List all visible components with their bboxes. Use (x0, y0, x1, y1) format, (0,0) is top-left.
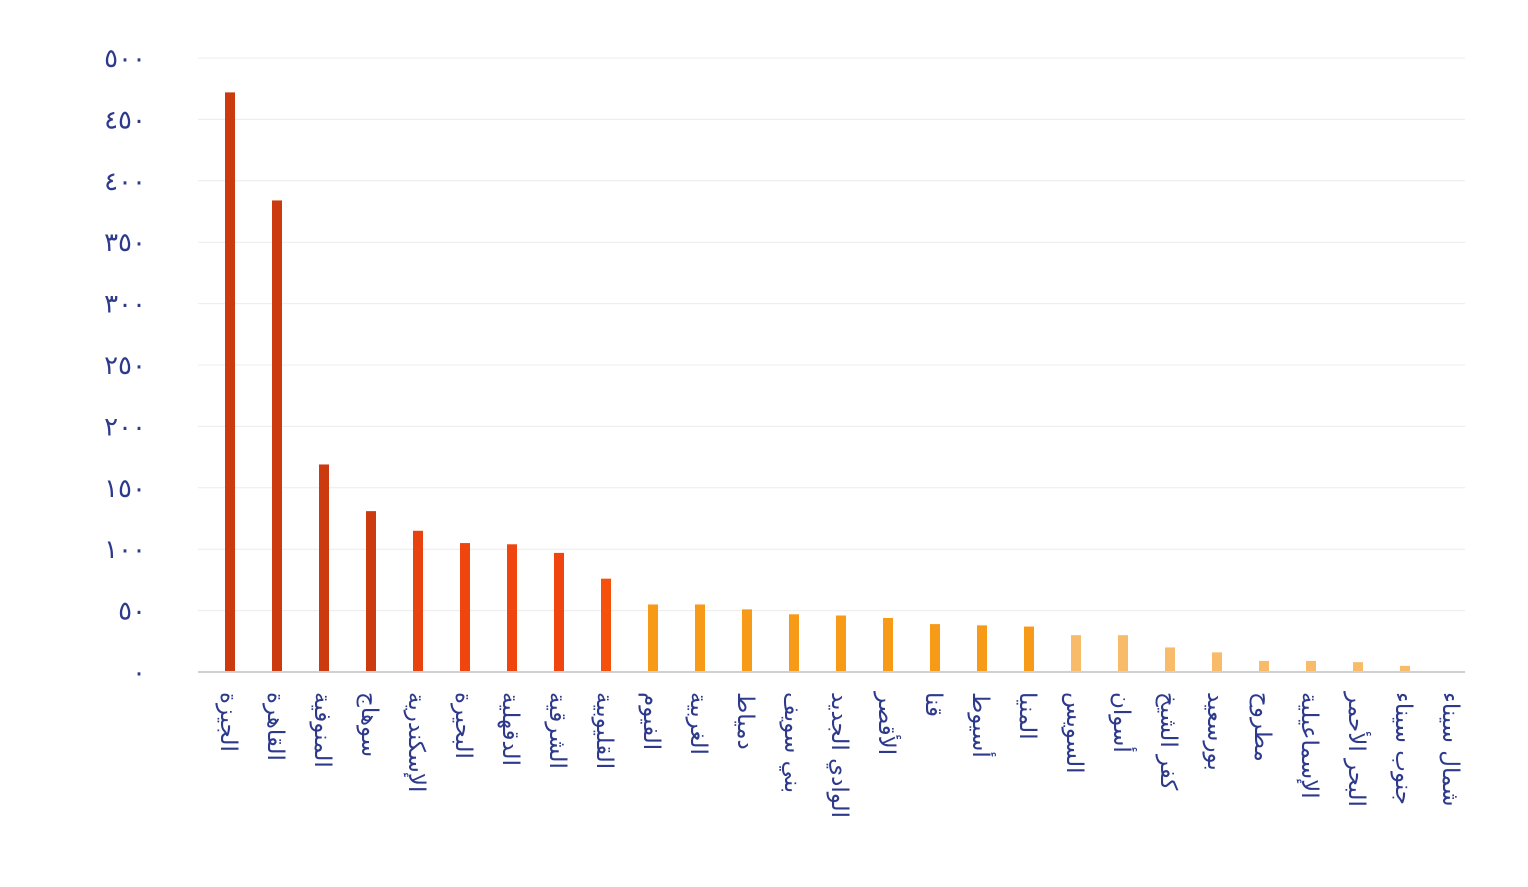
bar (1212, 652, 1222, 672)
bar (272, 200, 282, 672)
x-tick-label: الفيوم (638, 692, 664, 750)
x-axis-ticks: الجيزة القاهرة المنوفية سوهاج الإسكندرية البح… (215, 691, 1463, 818)
x-tick-label: شمال سيناء (1437, 692, 1463, 807)
bar (836, 615, 846, 672)
bar (648, 604, 658, 672)
x-tick-label: بني سويف (779, 692, 805, 793)
bar (1165, 647, 1175, 672)
bars (225, 92, 1410, 672)
x-tick-label: الشرقية (544, 692, 570, 769)
bar (1306, 660, 1316, 672)
y-tick-label: ٣٥٠ (104, 228, 146, 258)
x-tick-label: الإسكندرية (403, 692, 429, 792)
x-tick-label: القليوبية (591, 692, 617, 769)
y-tick-label: ٤٥٠ (104, 105, 146, 135)
x-tick-label: القاهرة (262, 692, 288, 761)
bar (695, 604, 705, 672)
bar (1071, 635, 1081, 672)
bar (554, 552, 564, 672)
bar (1024, 626, 1034, 672)
x-tick-label: سوهاج (356, 692, 382, 757)
x-tick-label: الدقهلية (497, 692, 523, 766)
x-tick-label: الجيزة (215, 692, 241, 752)
bar (1118, 635, 1128, 672)
x-tick-label: قنا (920, 692, 946, 717)
y-tick-label: ٢٥٠ (104, 351, 146, 381)
x-tick-label: مطروح (1249, 692, 1275, 762)
grid-lines (198, 57, 1465, 612)
x-tick-label: البحيرة (450, 692, 476, 759)
bar (460, 543, 470, 672)
x-tick-label: الغربية (685, 692, 711, 755)
x-tick-label: جنوب سيناء (1390, 692, 1416, 805)
y-tick-label: ٤٠٠ (104, 167, 146, 197)
x-tick-label: بورسعيد (1202, 692, 1228, 771)
x-tick-label: كفر الشيخ (1155, 692, 1181, 790)
y-axis-ticks: ٠ ٥٠ ١٠٠ ١٥٠ ٢٠٠ ٢٥٠ ٣٠٠ ٣٥٠ ٤٠٠ ٤٥٠ ٥٠٠ (104, 44, 146, 688)
bar (225, 92, 235, 672)
x-tick-label: البحر الأحمر (1343, 691, 1371, 807)
bar (930, 624, 940, 672)
bar (1400, 665, 1410, 672)
x-tick-label: أسوان (1108, 692, 1137, 753)
bar (789, 614, 799, 672)
bar (742, 609, 752, 672)
x-tick-label: المنيا (1014, 692, 1040, 740)
y-tick-label: ١٥٠ (104, 474, 146, 504)
x-tick-label: الوادي الجديد (826, 692, 852, 818)
bar (1353, 662, 1363, 672)
x-tick-label: المنوفية (309, 692, 335, 768)
bar (1259, 660, 1269, 672)
y-tick-label: ٥٠٠ (104, 44, 146, 74)
y-tick-label: ٥٠ (118, 597, 146, 627)
x-tick-label: أسيوط (967, 692, 996, 758)
y-tick-label: ٠ (132, 658, 146, 688)
x-tick-label: الإسماعيلية (1296, 692, 1322, 799)
bar (507, 544, 517, 672)
y-tick-label: ٢٠٠ (104, 412, 146, 442)
bar (319, 464, 329, 672)
x-tick-label: السويس (1061, 692, 1087, 774)
bar (601, 578, 611, 672)
bar (883, 617, 893, 672)
y-tick-label: ١٠٠ (104, 535, 146, 565)
bar (977, 625, 987, 672)
bar (366, 511, 376, 672)
bar (413, 530, 423, 672)
x-tick-label: دمياط (732, 692, 758, 750)
x-tick-label: الأقصر (873, 691, 901, 755)
y-tick-label: ٣٠٠ (104, 290, 146, 320)
